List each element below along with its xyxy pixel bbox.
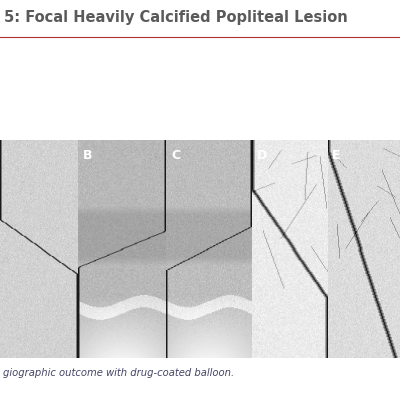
Text: device, resulting in effective debulking after several passages first without (B: device, resulting in effective debulking… xyxy=(3,325,391,335)
Text: lication symptoms (Rutherford Class 3). B, C: The lesion was treated with a: lication symptoms (Rutherford Class 3). … xyxy=(3,304,378,314)
Text: half and full (C) deflection. D. The outcome of atherectomy without angiop: half and full (C) deflection. D. The out… xyxy=(3,347,376,357)
Text: 5: Focal Heavily Calcified Popliteal Lesion: 5: Focal Heavily Calcified Popliteal Les… xyxy=(4,10,348,25)
Text: D: D xyxy=(256,149,267,162)
Text: heavily calcified popliteal lesion (blue arrow) in the popliteal artery of a pa: heavily calcified popliteal lesion (blue… xyxy=(3,282,376,292)
Text: E: E xyxy=(332,149,341,162)
Text: B: B xyxy=(83,149,93,162)
Text: C: C xyxy=(171,149,180,162)
Text: giographic outcome with drug-coated balloon.: giographic outcome with drug-coated ball… xyxy=(3,368,234,378)
